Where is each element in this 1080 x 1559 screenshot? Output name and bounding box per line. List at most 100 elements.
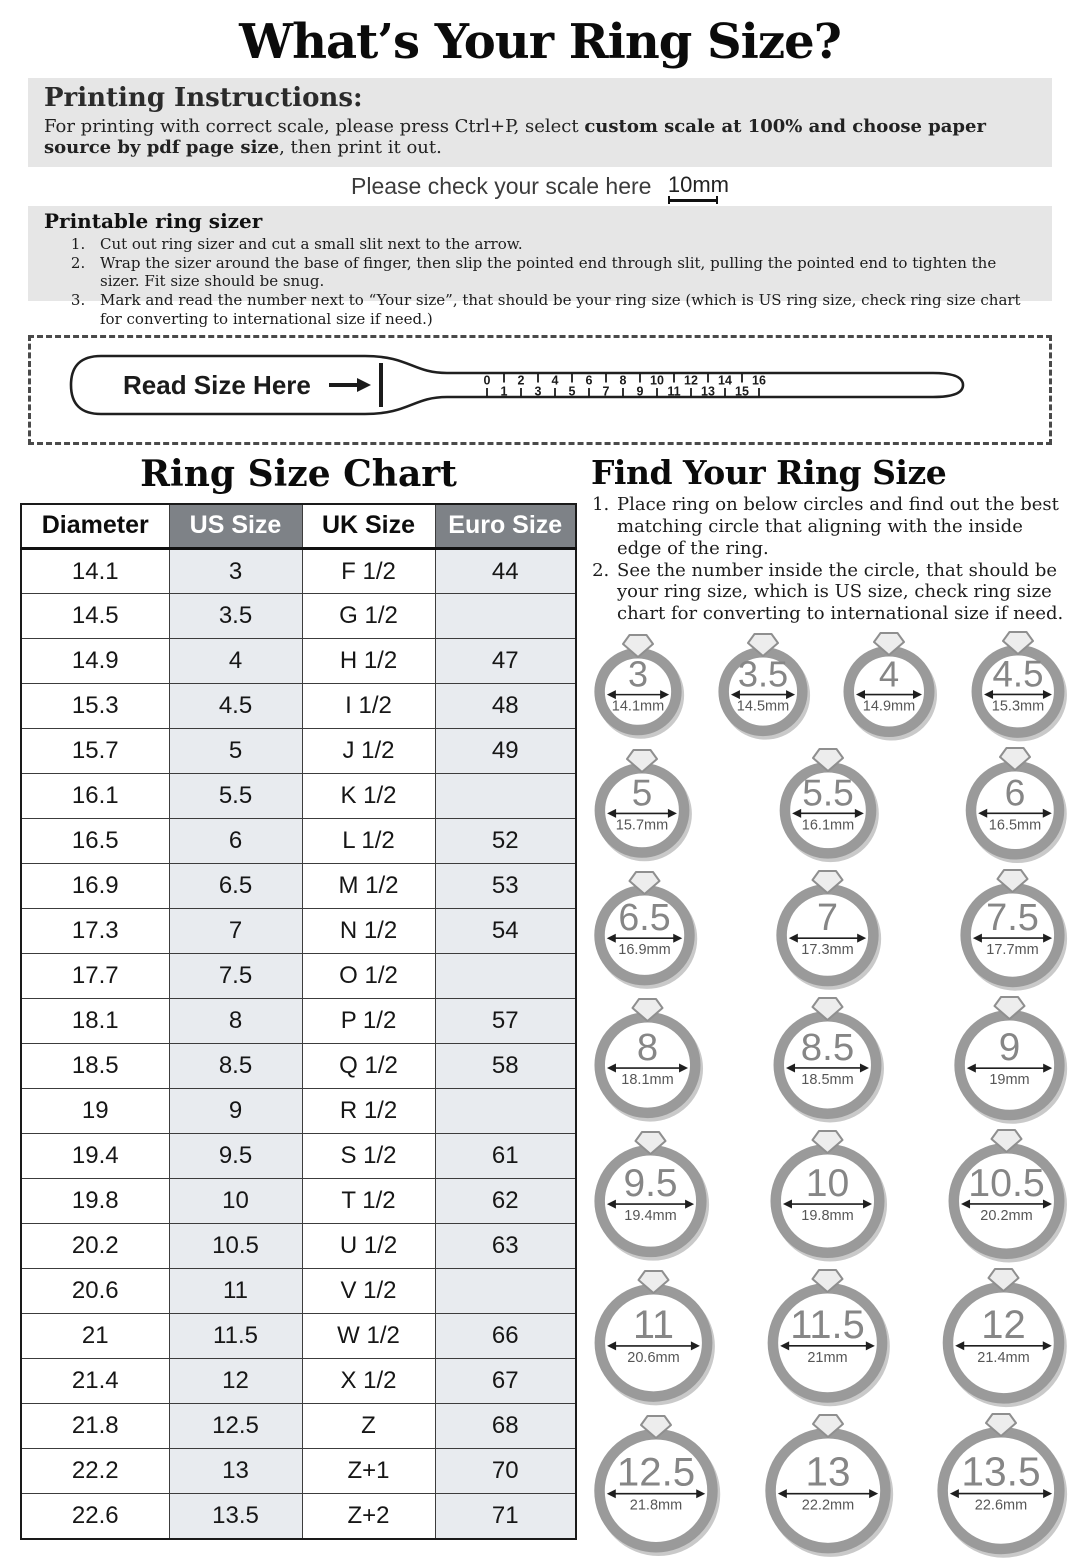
diamond-icon <box>622 634 654 659</box>
ring-circle-12.5: 12.5 21.8mm <box>594 1415 721 1557</box>
ring-us-size: 4 <box>879 654 899 695</box>
table-cell: 22.2 <box>20 1448 170 1495</box>
table-cell: 4 <box>168 638 303 685</box>
ring-us-size: 11.5 <box>790 1303 864 1347</box>
ring-diameter-label: 19.8mm <box>801 1208 853 1224</box>
diamond-icon <box>811 997 844 1022</box>
table-row: 14.1 3 F 1/2 44 <box>20 548 577 595</box>
table-cell: 16.9 <box>20 863 170 910</box>
ring-circles-grid: 3 14.1mm 3.5 14.5mm 4 14.9mm 4.5 15.3mm 5 15.7mm 5… <box>591 629 1068 1559</box>
table-cell: 13 <box>168 1448 303 1495</box>
ring-us-size: 10.5 <box>968 1161 1045 1205</box>
table-cell: 19.8 <box>20 1178 170 1225</box>
printing-body-prefix: For printing with correct scale, please … <box>44 116 585 137</box>
table-cell: R 1/2 <box>301 1088 436 1135</box>
diamond-icon <box>873 632 906 657</box>
finder-steps-list: Place ring on below circles and find out… <box>615 494 1068 626</box>
ring-circle-13: 13 22.2mm <box>764 1414 893 1558</box>
diamond-icon <box>640 1415 672 1440</box>
sizer-step: Cut out ring sizer and cut a small slit … <box>90 235 1036 254</box>
finder-title: Find Your Ring Size <box>591 452 947 492</box>
table-cell: 21 <box>20 1313 170 1360</box>
table-cell: I 1/2 <box>301 683 436 730</box>
ruler-number: 10 <box>650 373 664 387</box>
table-cell: 15.3 <box>20 683 170 730</box>
table-cell: 12 <box>168 1358 303 1405</box>
ruler-number: 6 <box>586 373 593 387</box>
ring-us-size: 3.5 <box>737 654 787 695</box>
diamond-icon <box>626 749 658 774</box>
ruler-number: 13 <box>701 384 715 398</box>
sizer-steps-list: Cut out ring sizer and cut a small slit … <box>90 235 1036 329</box>
ring-circle-5: 5 15.7mm <box>594 749 692 862</box>
table-row: 19.8 10 T 1/2 62 <box>20 1178 577 1225</box>
table-cell: 14.1 <box>20 548 170 595</box>
table-cell: 16.1 <box>20 773 170 820</box>
table-cell: 12.5 <box>168 1403 303 1450</box>
table-cell: 7 <box>168 908 303 955</box>
ring-diameter-label: 19.4mm <box>624 1208 676 1224</box>
ring-diameter-label: 15.3mm <box>992 699 1044 715</box>
table-row: 20.2 10.5 U 1/2 63 <box>20 1223 577 1270</box>
ring-diameter-label: 15.7mm <box>616 818 668 834</box>
ring-diameter-label: 17.7mm <box>986 942 1038 958</box>
table-cell: T 1/2 <box>301 1178 436 1225</box>
ring-us-size: 10 <box>806 1162 850 1205</box>
printing-instructions-section: Printing Instructions: For printing with… <box>28 78 1052 167</box>
table-row: 16.1 5.5 K 1/2 <box>20 773 577 820</box>
ruler-number: 0 <box>484 373 491 387</box>
table-row: 15.7 5 J 1/2 49 <box>20 728 577 775</box>
ring-circle-11.5: 11.5 21mm <box>767 1269 890 1407</box>
table-cell: 6.5 <box>168 863 303 910</box>
table-row: 22.2 13 Z+1 70 <box>20 1448 577 1495</box>
ring-circle-6: 6 16.5mm <box>965 747 1067 864</box>
table-cell: P 1/2 <box>301 998 436 1045</box>
table-cell: 48 <box>434 683 577 730</box>
ring-diameter-label: 14.9mm <box>863 699 915 715</box>
table-cell: 10 <box>168 1178 303 1225</box>
table-row: 19 9 R 1/2 <box>20 1088 577 1135</box>
ruler-number: 2 <box>518 373 525 387</box>
ring-circle-7.5: 7.5 17.7mm <box>960 869 1068 992</box>
read-arrow-head <box>357 377 371 392</box>
table-cell: O 1/2 <box>301 953 436 1000</box>
ruler-number: 8 <box>620 373 627 387</box>
printing-body-bold: custom scale at 100% and choose paper so… <box>44 116 986 158</box>
table-row: 16.9 6.5 M 1/2 53 <box>20 863 577 910</box>
table-row: 18.1 8 P 1/2 57 <box>20 998 577 1045</box>
diamond-icon <box>985 1413 1017 1438</box>
table-cell: U 1/2 <box>301 1223 436 1270</box>
diamond-icon <box>746 633 779 658</box>
table-cell <box>434 773 577 820</box>
ring-row: 3 14.1mm 3.5 14.5mm 4 14.9mm 4.5 15.3mm <box>591 629 1068 743</box>
table-cell: 8.5 <box>168 1043 303 1090</box>
table-cell: 19.4 <box>20 1133 170 1180</box>
table-row: 21 11.5 W 1/2 66 <box>20 1313 577 1360</box>
scale-check-unit: 10mm <box>667 173 729 204</box>
table-cell: 14.9 <box>20 638 170 685</box>
table-cell: 16.5 <box>20 818 170 865</box>
table-row: 16.5 6 L 1/2 52 <box>20 818 577 865</box>
table-row: 19.4 9.5 S 1/2 61 <box>20 1133 577 1180</box>
table-row: 14.9 4 H 1/2 47 <box>20 638 577 685</box>
ring-row: 5 15.7mm 5.5 16.1mm 6 16.5mm <box>591 745 1068 865</box>
table-body: 14.1 3 F 1/2 44 14.5 3.5 G 1/2 14.9 4 H 1/2 47 15.3… <box>20 548 577 1540</box>
ring-us-size: 5.5 <box>802 772 854 814</box>
ring-circle-7: 7 17.3mm <box>776 870 882 991</box>
diamond-icon <box>631 998 664 1023</box>
read-size-here-label: Read Size Here <box>123 370 311 400</box>
ring-circle-9.5: 9.5 19.4mm <box>594 1131 710 1262</box>
ring-diameter-label: 16.5mm <box>989 818 1041 834</box>
column-header-diameter: Diameter <box>20 503 170 551</box>
table-cell: 19 <box>20 1088 170 1135</box>
table-cell: 4.5 <box>168 683 303 730</box>
sizer-outline <box>69 354 965 415</box>
ruler-number: 12 <box>684 373 698 387</box>
sizer-step: Wrap the sizer around the base of finger… <box>90 254 1036 292</box>
ring-diameter-label: 22.2mm <box>801 1498 853 1514</box>
table-cell: 57 <box>434 998 577 1045</box>
printable-sizer-section: Printable ring sizer Cut out ring sizer … <box>28 205 1052 331</box>
ring-diameter-label: 20.2mm <box>980 1208 1032 1224</box>
find-ring-size-column: Find Your Ring Size Place ring on below … <box>591 453 1068 1559</box>
table-cell: 47 <box>434 638 577 685</box>
